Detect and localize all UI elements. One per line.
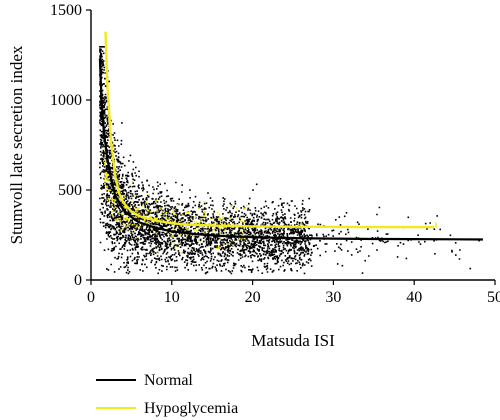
x-tick-label: 0: [87, 289, 95, 306]
x-tick-label: 30: [325, 289, 341, 306]
hypoglycemia-fit-curve: [104, 31, 435, 229]
y-tick-label: 1000: [50, 92, 82, 109]
normal-fit-curve: [98, 58, 483, 241]
normal-scatter-points-path: [99, 46, 480, 275]
hypoglycemia-scatter-points-path: [104, 148, 249, 254]
x-tick-label: 50: [487, 289, 500, 306]
normal-scatter-points: [99, 46, 480, 275]
y-tick-label: 500: [58, 182, 82, 199]
legend: Normal Hypoglycemia: [96, 372, 238, 417]
x-tick-label: 10: [164, 289, 180, 306]
x-tick-label: 20: [245, 289, 261, 306]
x-tick-label: 40: [406, 289, 422, 306]
y-axis-title: Stumvoll late secretion index: [7, 45, 26, 244]
fit-curves: [98, 31, 483, 241]
y-tick-label: 1500: [50, 2, 82, 19]
x-axis-title: Matsuda ISI: [251, 331, 335, 350]
legend-hypoglycemia-label: Hypoglycemia: [144, 400, 238, 417]
y-tick-label: 0: [74, 272, 82, 289]
legend-normal-label: Normal: [144, 372, 193, 389]
